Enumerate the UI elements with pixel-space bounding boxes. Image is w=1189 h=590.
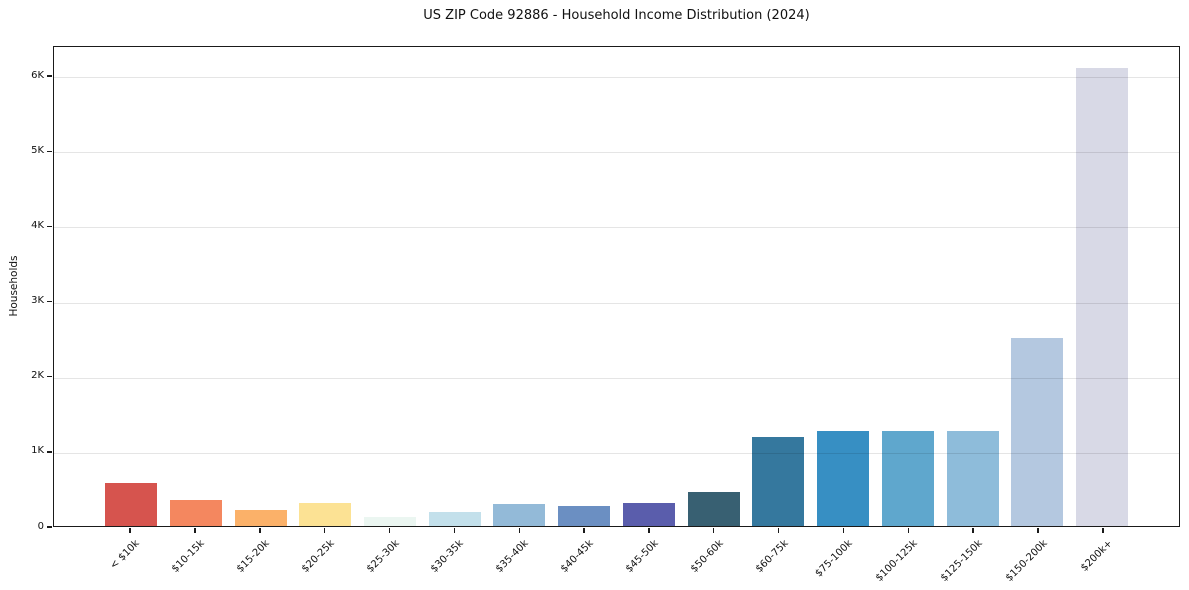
x-axis-tick-label: $10-15k <box>169 538 207 575</box>
bar-200k <box>1076 67 1129 526</box>
y-axis-tick-label: 3K <box>31 295 44 307</box>
bar-25-30k <box>363 516 416 526</box>
bar-15-20k <box>234 510 287 526</box>
x-axis-tick-mark <box>583 528 585 533</box>
x-axis-tick-mark <box>323 528 326 533</box>
bar-slot <box>422 47 487 526</box>
x-axis-tick-label: $40-45k <box>558 538 596 575</box>
bar-75-100k <box>817 430 870 526</box>
y-axis-tick-label: 4K <box>31 219 44 231</box>
y-axis-tick-mark <box>47 451 52 453</box>
x-axis-tick-mark <box>518 528 520 533</box>
bar-40-45k <box>558 506 611 526</box>
bar-slot <box>746 47 811 526</box>
x-axis-tick-mark <box>453 528 456 533</box>
y-axis-tick-mark <box>47 300 52 303</box>
x-axis-tick-label: $45-50k <box>623 538 661 575</box>
bar-50-60k <box>687 492 740 526</box>
x-axis-tick-mark <box>1037 528 1039 533</box>
x-axis-tick-label: $60-75k <box>753 538 791 575</box>
bars-row <box>54 47 1179 526</box>
x-axis-tick-label: $75-100k <box>813 538 856 580</box>
x-axis-tick-label: $30-35k <box>429 538 467 575</box>
x-axis-tick-mark <box>259 528 261 533</box>
x-axis-tick-label: $125-150k <box>939 538 985 584</box>
y-axis-tick-mark <box>47 526 52 528</box>
x-axis-tick-label: $200k+ <box>1078 538 1115 574</box>
bar-slot <box>293 47 358 526</box>
bar-60-75k <box>752 437 805 526</box>
y-axis-tick-label: 6K <box>31 69 44 81</box>
y-axis-label: Households <box>8 255 20 317</box>
x-axis-tick-mark <box>194 528 196 533</box>
bar-slot <box>617 47 682 526</box>
x-axis-tick-label: $35-40k <box>494 538 531 575</box>
y-axis-tick-label: 5K <box>31 144 44 156</box>
bar-slot <box>681 47 746 526</box>
plot-area <box>53 46 1180 527</box>
bar-slot <box>487 47 552 526</box>
bar-slot <box>876 47 941 526</box>
chart-title: US ZIP Code 92886 - Household Income Dis… <box>423 8 810 23</box>
x-axis-tick-label: $150-200k <box>1003 538 1050 584</box>
x-axis-tick-label: $50-60k <box>688 538 726 575</box>
x-axis-tick-mark <box>842 528 845 533</box>
x-axis-tick-label: $25-30k <box>364 538 402 575</box>
y-axis-tick-label: 2K <box>31 370 44 382</box>
y-axis-tick-label: 1K <box>31 445 44 457</box>
x-axis-tick-mark <box>777 528 780 533</box>
bar-slot <box>811 47 876 526</box>
bar-125-150k <box>946 430 999 526</box>
y-axis-tick-mark <box>47 375 52 378</box>
bar-20-25k <box>299 502 352 526</box>
bar-slot <box>1070 47 1135 526</box>
bar-100-125k <box>881 430 934 526</box>
bar-45-50k <box>622 503 675 526</box>
bar-150-200k <box>1011 338 1064 526</box>
x-axis-tick-label: $100-125k <box>874 538 921 584</box>
y-axis-tick-mark <box>47 150 52 152</box>
x-axis-tick-mark <box>972 528 974 533</box>
x-axis-tick-label: < $10k <box>108 538 142 572</box>
x-axis-tick-mark <box>129 528 131 533</box>
bar-35-40k <box>493 504 546 526</box>
bar-30-35k <box>428 511 481 526</box>
x-axis-tick-mark <box>713 528 715 533</box>
bar-slot <box>552 47 617 526</box>
y-axis-tick-label: 0 <box>37 520 44 532</box>
x-axis-tick-label: $15-20k <box>234 538 272 575</box>
bar-slot <box>99 47 164 526</box>
bar-10k <box>105 483 158 526</box>
x-axis-tick-mark <box>1102 528 1104 533</box>
bar-slot <box>163 47 228 526</box>
y-axis-tick-mark <box>47 75 52 77</box>
bar-slot <box>228 47 293 526</box>
y-axis-tick-mark <box>47 225 52 228</box>
bar-slot <box>940 47 1005 526</box>
x-axis-tick-mark <box>388 528 391 533</box>
x-axis-tick-label: $20-25k <box>299 538 337 575</box>
x-axis-tick-mark <box>648 528 650 533</box>
bar-slot <box>1005 47 1070 526</box>
bar-10-15k <box>169 499 222 526</box>
x-axis-tick-mark <box>907 528 910 533</box>
bar-slot <box>358 47 423 526</box>
